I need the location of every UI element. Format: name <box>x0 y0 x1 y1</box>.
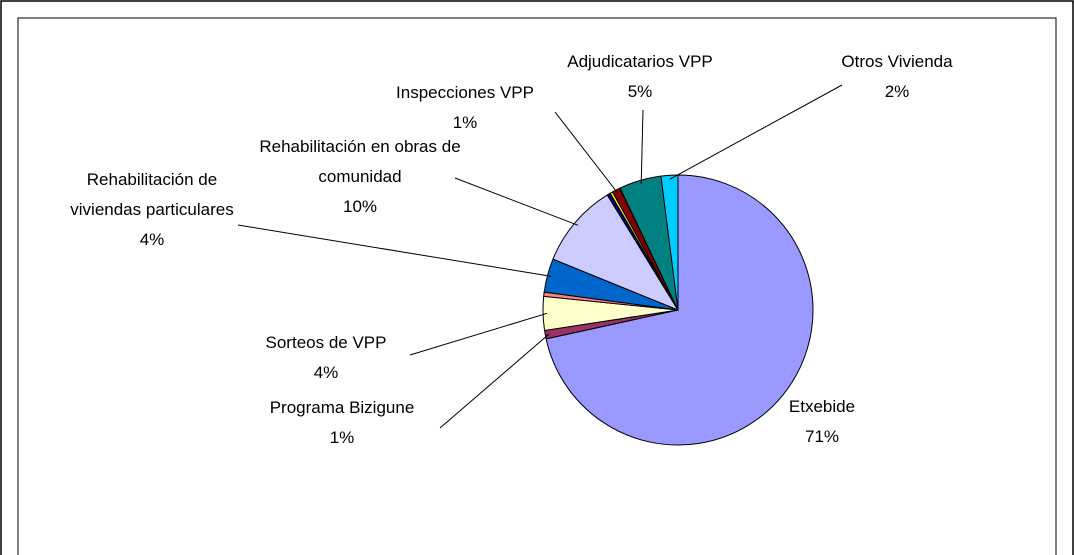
category-label: Rehabilitación en obras de comunidad <box>259 137 461 186</box>
leader-line <box>669 84 843 180</box>
leader-line <box>640 109 644 185</box>
slice-label: Rehabilitación de viviendas particulares… <box>62 165 242 255</box>
value-label: 71% <box>804 427 840 446</box>
slice-label: Otros Vivienda 2% <box>812 47 982 107</box>
category-label: Inspecciones VPP <box>396 83 534 102</box>
slice-label: Adjudicatarios VPP 5% <box>540 47 740 107</box>
slice-label: Inspecciones VPP 1% <box>365 78 565 138</box>
leader-line <box>554 111 619 194</box>
category-label: Sorteos de VPP <box>265 333 387 352</box>
slice-label: Rehabilitación en obras de comunidad 10% <box>255 132 465 222</box>
value-label: 4% <box>313 363 339 382</box>
value-label: 5% <box>627 82 653 101</box>
value-label: 1% <box>452 113 478 132</box>
value-label: 4% <box>139 230 165 249</box>
value-label: 2% <box>884 82 910 101</box>
plot-border <box>17 17 1057 555</box>
leader-line <box>409 312 548 356</box>
slice-label: Programa Bizigune 1% <box>242 393 442 453</box>
category-label: Rehabilitación de viviendas particulares <box>70 170 234 219</box>
leader-line <box>439 333 550 429</box>
pie-slice <box>552 194 680 312</box>
category-label: Adjudicatarios VPP <box>567 52 713 71</box>
category-label: Programa Bizigune <box>269 398 415 417</box>
leader-line <box>454 177 579 226</box>
leader-line <box>237 224 552 277</box>
value-label: 1% <box>329 428 355 447</box>
category-label: Etxebide <box>788 397 856 416</box>
slice-label: Etxebide 71% <box>762 392 882 452</box>
value-label: 10% <box>342 197 378 216</box>
slice-label: Sorteos de VPP 4% <box>236 328 416 388</box>
category-label: Otros Vivienda <box>841 52 953 71</box>
pie-slice <box>545 174 814 446</box>
